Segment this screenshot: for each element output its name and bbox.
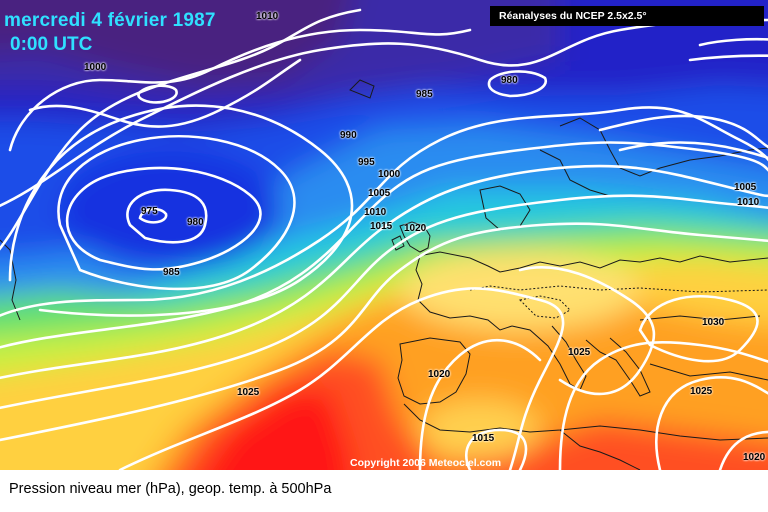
isobar-label: 1010 <box>256 11 279 22</box>
source-label: Réanalyses du NCEP 2.5x2.5° <box>490 6 764 26</box>
isobar-lines <box>0 8 768 470</box>
map-caption: Pression niveau mer (hPa), geop. temp. à… <box>9 481 332 497</box>
weather-map: 1010 1000 980 985 990 995 1000 1005 1010… <box>0 0 768 470</box>
isobar-label: 1020 <box>743 452 766 463</box>
isobar-label: 1025 <box>690 386 713 397</box>
isobar-label: 1030 <box>702 317 725 328</box>
isobar-label: 1015 <box>472 433 495 444</box>
isobar-label: 1000 <box>84 62 107 73</box>
coastlines <box>0 79 768 470</box>
isobar-label: 995 <box>358 157 375 168</box>
isobar-label: 1025 <box>568 347 591 358</box>
map-time-title: 0:00 UTC <box>10 34 93 55</box>
isobar-label: 1005 <box>734 182 757 193</box>
isobar-label: 1020 <box>428 369 451 380</box>
isobar-label: 1020 <box>404 223 427 234</box>
geopotential-color-field <box>0 0 768 470</box>
isobar-label: 980 <box>187 217 204 228</box>
isobar-label: 975 <box>141 206 158 217</box>
isobar-label: 990 <box>340 130 357 141</box>
isobar-label: 1010 <box>737 197 760 208</box>
isobar-label: 980 <box>501 75 518 86</box>
copyright-text: Copyright 2006 Meteociel.com <box>350 457 502 469</box>
isobar-label: 1015 <box>370 221 393 232</box>
isobar-label: 1025 <box>237 387 260 398</box>
map-date-title: mercredi 4 février 1987 <box>4 10 216 31</box>
isobar-label: 1010 <box>364 207 387 218</box>
isobar-label: 1000 <box>378 169 401 180</box>
isobar-label: 985 <box>163 267 180 278</box>
isobar-label: 1005 <box>368 188 391 199</box>
pressure-field-map <box>0 0 768 470</box>
isobar-label: 985 <box>416 89 433 100</box>
